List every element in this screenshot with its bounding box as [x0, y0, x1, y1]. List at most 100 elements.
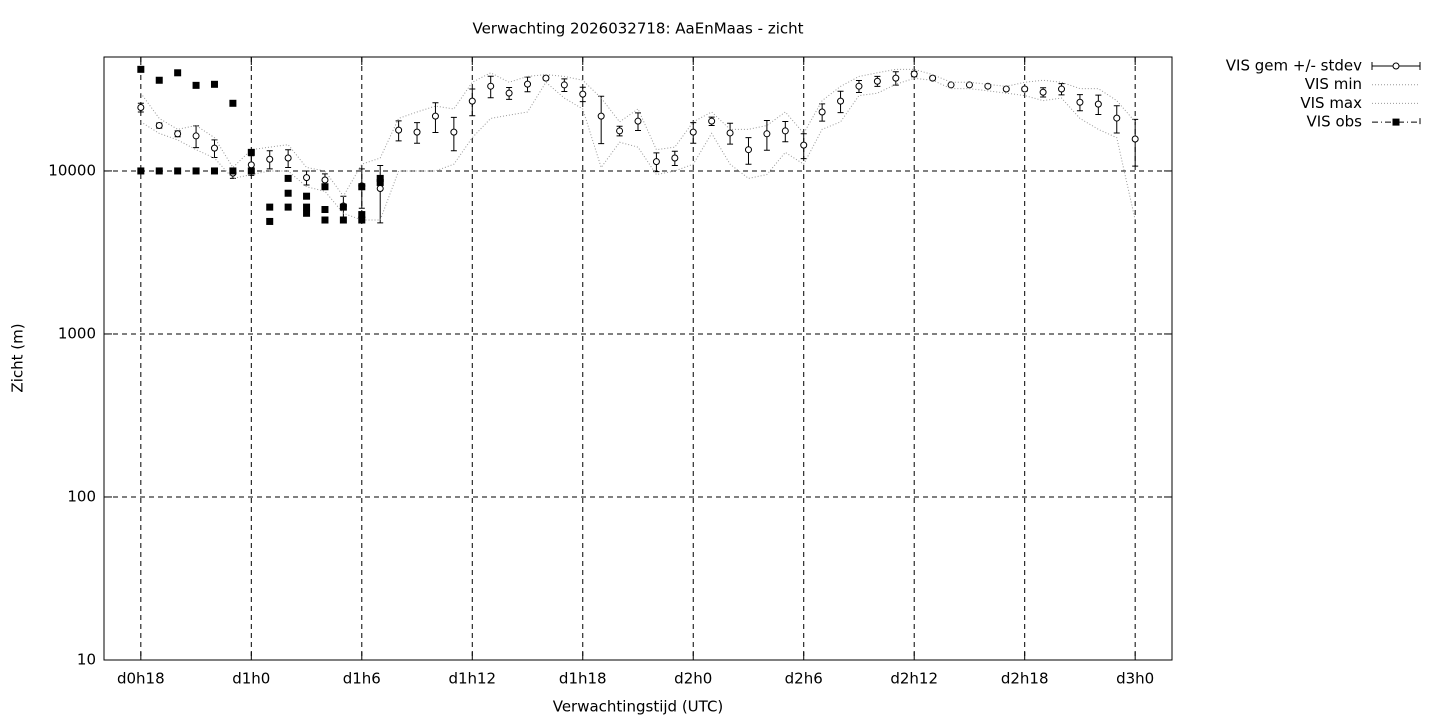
legend-swatch	[1372, 118, 1421, 127]
obs-point	[358, 211, 366, 219]
obs-point	[358, 183, 366, 191]
mean-point	[744, 146, 752, 154]
x-tick-label: d2h6	[785, 670, 823, 688]
x-tick-label: d2h0	[674, 670, 712, 688]
mean-point	[726, 129, 734, 137]
mean-point	[1113, 114, 1121, 122]
legend-label: VIS obs	[1307, 113, 1363, 131]
mean-point	[284, 154, 292, 162]
mean-point	[560, 81, 568, 89]
obs-point	[210, 167, 218, 175]
mean-point	[210, 144, 218, 152]
mean-point	[155, 122, 163, 130]
y-tick-label: 100	[67, 487, 96, 505]
legend-swatch	[1392, 62, 1400, 70]
x-axis-label: Verwachtingstijd (UTC)	[553, 698, 724, 716]
obs-point	[284, 189, 292, 197]
legend-label: VIS gem +/- stdev	[1226, 57, 1362, 75]
mean-point	[487, 82, 495, 90]
mean-point	[984, 82, 992, 90]
obs-point	[174, 167, 182, 175]
obs-point	[155, 167, 163, 175]
mean-point	[395, 126, 403, 134]
x-tick-label: d1h0	[232, 670, 270, 688]
obs-point	[321, 206, 329, 214]
obs-point	[339, 203, 347, 211]
obs-point	[284, 203, 292, 211]
mean-point	[542, 74, 550, 82]
obs-point	[284, 174, 292, 182]
mean-point	[247, 161, 255, 169]
obs-point	[321, 216, 329, 224]
mean-point	[763, 130, 771, 138]
mean-point	[781, 127, 789, 135]
obs-point	[303, 203, 311, 211]
legend-label: VIS max	[1300, 94, 1362, 112]
mean-point	[450, 128, 458, 136]
mean-point	[1058, 85, 1066, 93]
error-bar	[377, 164, 384, 224]
mean-point	[1131, 135, 1139, 143]
plot-frame	[103, 56, 1173, 661]
obs-point	[358, 216, 366, 224]
legend-swatch	[1392, 118, 1400, 126]
mean-point	[192, 132, 200, 140]
chart-title: Verwachting 2026032718: AaEnMaas - zicht	[472, 20, 803, 38]
obs-point	[192, 167, 200, 175]
y-tick-label: 10	[77, 651, 96, 669]
mean-point	[855, 82, 863, 90]
mean-point	[505, 89, 513, 97]
error-bar	[598, 95, 605, 145]
mean-point	[965, 81, 973, 89]
mean-point	[376, 185, 384, 193]
mean-point	[321, 176, 329, 184]
obs-point	[155, 76, 163, 84]
obs-point	[192, 81, 200, 89]
x-tick-label: d1h12	[448, 670, 496, 688]
mean-point	[1039, 88, 1047, 96]
y-tick-label: 1000	[58, 324, 96, 342]
mean-point	[266, 155, 274, 163]
mean-point	[579, 90, 587, 98]
mean-point	[892, 74, 900, 82]
mean-point	[616, 127, 624, 135]
mean-point	[634, 117, 642, 125]
obs-point	[229, 167, 237, 175]
mean-point	[800, 141, 808, 149]
obs-point	[376, 178, 384, 186]
mean-point	[468, 97, 476, 105]
mean-point	[873, 77, 881, 85]
obs-point	[137, 65, 145, 73]
x-tick-label: d0h18	[117, 670, 165, 688]
mean-point	[837, 97, 845, 105]
y-axis-label: Zicht (m)	[9, 323, 27, 392]
mean-point	[431, 112, 439, 120]
mean-point	[524, 80, 532, 88]
obs-point	[137, 167, 145, 175]
error-bar	[1132, 118, 1139, 167]
mean-point	[1076, 98, 1084, 106]
x-tick-label: d1h6	[343, 670, 381, 688]
x-tick-label: d1h18	[559, 670, 607, 688]
obs-point	[303, 209, 311, 217]
obs-point	[376, 174, 384, 182]
legend-label: VIS min	[1305, 75, 1362, 93]
obs-point	[266, 217, 274, 225]
mean-point	[1094, 100, 1102, 108]
obs-point	[174, 69, 182, 77]
mean-point	[818, 108, 826, 116]
mean-point	[1002, 85, 1010, 93]
mean-point	[708, 117, 716, 125]
range-line	[140, 77, 1136, 221]
mean-point	[303, 174, 311, 182]
mean-point	[671, 154, 679, 162]
mean-point	[174, 130, 182, 138]
obs-point	[266, 203, 274, 211]
mean-point	[910, 70, 918, 78]
x-tick-label: d2h18	[1001, 670, 1049, 688]
mean-point	[689, 128, 697, 136]
mean-point	[947, 81, 955, 89]
mean-point	[1021, 85, 1029, 93]
